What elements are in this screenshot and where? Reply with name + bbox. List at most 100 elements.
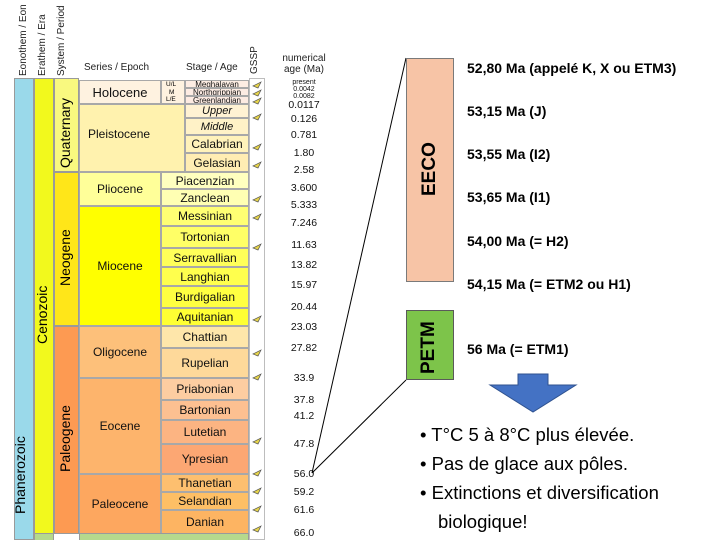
stage-thanetian: Thanetian <box>161 474 249 492</box>
gssp-icon <box>252 213 262 221</box>
age-11-63: 11.63 <box>291 239 317 251</box>
stage-lutetian: Lutetian <box>161 420 249 444</box>
event-etm1: 56 Ma (= ETM1) <box>467 341 569 357</box>
stage-gelasian: Gelasian <box>185 153 249 172</box>
stage-serravallian: Serravallian <box>161 248 249 267</box>
gssp-icon <box>252 315 262 323</box>
petm-box <box>406 310 454 380</box>
gssp-icon <box>252 373 262 381</box>
period-paleogene <box>54 326 79 534</box>
age-13-82: 13.82 <box>290 259 318 271</box>
age-59-2: 59.2 <box>293 486 315 498</box>
stage-burdigalian: Burdigalian <box>161 286 249 308</box>
bullet-temperature: • T°C 5 à 8°C plus élevée. <box>420 424 635 445</box>
age-41-2: 41.2 <box>293 410 315 422</box>
age-5-333: 5.333 <box>290 199 318 211</box>
next-period-strip <box>79 533 249 540</box>
stage-selandian: Selandian <box>161 492 249 510</box>
epoch-oligocene: Oligocene <box>79 326 161 378</box>
age-0-0117: 0.0117 <box>288 99 320 111</box>
age-0-126: 0.126 <box>290 113 318 125</box>
gssp-icon <box>252 349 262 357</box>
gssp-icon <box>252 469 262 477</box>
epoch-paleocene: Paleocene <box>79 474 161 534</box>
stage-langhian: Langhian <box>161 267 249 286</box>
gssp-icon <box>252 89 262 97</box>
petm-label: PETM <box>418 321 439 374</box>
stage-bartonian: Bartonian <box>161 400 249 420</box>
header-stage: Stage / Age <box>186 62 238 73</box>
age-23-03: 23.03 <box>290 321 318 333</box>
holocene-sub-column: U/L M L/E <box>161 80 185 104</box>
stage-middle: Middle <box>185 118 249 135</box>
bullet-extinctions: • Extinctions et diversification <box>420 482 659 503</box>
stage-meghalayan: Meghalayan <box>185 80 249 88</box>
age-15-97: 15.97 <box>290 279 318 291</box>
stage-upper: Upper <box>185 104 249 118</box>
age-7-246: 7.246 <box>290 217 318 229</box>
stage-greenlandian: Greenlandian <box>185 96 249 104</box>
stage-aquitanian: Aquitanian <box>161 308 249 326</box>
gssp-icon <box>252 81 262 89</box>
epoch-holocene: Holocene <box>79 80 161 104</box>
stage-tortonian: Tortonian <box>161 226 249 248</box>
stage-rupelian: Rupelian <box>161 348 249 378</box>
stage-chattian: Chattian <box>161 326 249 348</box>
age-0-0042: 0.0042 <box>293 86 315 93</box>
eeco-label: EECO <box>419 142 440 196</box>
age-1-80: 1.80 <box>293 147 315 159</box>
stage-calabrian: Calabrian <box>185 135 249 153</box>
age-0-0082: 0.0082 <box>293 93 315 100</box>
epoch-pliocene: Pliocene <box>79 172 161 206</box>
gssp-icon <box>252 97 262 105</box>
gssp-icon <box>252 113 262 121</box>
gssp-icon <box>252 161 262 169</box>
event-i2: 53,55 Ma (I2) <box>467 146 551 162</box>
gssp-markers <box>252 81 262 533</box>
header-numerical-age: numerical age (Ma) <box>276 53 332 75</box>
age-47-8: 47.8 <box>293 438 315 450</box>
gssp-icon <box>252 505 262 513</box>
stage-danian: Danian <box>161 510 249 534</box>
event-k: 52,80 Ma (appelé K, X ou ETM3) <box>467 60 677 76</box>
stage-messinian: Messinian <box>161 206 249 226</box>
header-age-ma: age (Ma) <box>283 63 324 75</box>
stage-priabonian: Priabonian <box>161 378 249 400</box>
gssp-icon <box>252 243 262 251</box>
zoom-line-top <box>311 57 407 474</box>
age-61-6: 61.6 <box>293 504 315 516</box>
stage-piacenzian: Piacenzian <box>161 172 249 189</box>
age-56-0: 56.0 <box>293 468 315 480</box>
stage-northgrippian: Northgrippian <box>185 88 249 96</box>
gssp-icon <box>252 143 262 151</box>
holocene-sub-middle: M <box>169 89 175 96</box>
stage-zanclean: Zanclean <box>161 189 249 206</box>
header-numerical: numerical <box>282 53 326 64</box>
event-j: 53,15 Ma (J) <box>467 103 547 119</box>
gssp-icon <box>252 437 262 445</box>
epoch-pleistocene: Pleistocene <box>79 104 185 172</box>
age-27-82: 27.82 <box>290 342 318 354</box>
age-33-9: 33.9 <box>293 372 315 384</box>
event-h1: 54,15 Ma (= ETM2 ou H1) <box>467 276 631 292</box>
down-arrow-icon <box>488 373 578 413</box>
gssp-icon <box>252 525 262 533</box>
age-66-0: 66.0 <box>293 527 315 539</box>
age-0-781: 0.781 <box>290 129 318 141</box>
zoom-line-bottom <box>311 379 407 474</box>
age-present: present <box>292 79 316 86</box>
era-column-next <box>34 533 54 540</box>
age-20-44: 20.44 <box>290 301 318 313</box>
holocene-sub-upper: U/L <box>166 81 177 88</box>
holocene-sub-lower: L/E <box>166 96 176 103</box>
stage-ypresian: Ypresian <box>161 444 249 474</box>
event-h2: 54,00 Ma (= H2) <box>467 233 569 249</box>
age-2-58: 2.58 <box>293 164 315 176</box>
age-3-600: 3.600 <box>290 182 318 194</box>
eeco-box <box>406 58 454 282</box>
bullet-extinctions-cont: biologique! <box>438 511 528 532</box>
bullet-no-ice: • Pas de glace aux pôles. <box>420 453 629 474</box>
gssp-icon <box>252 487 262 495</box>
period-neogene <box>54 172 79 326</box>
